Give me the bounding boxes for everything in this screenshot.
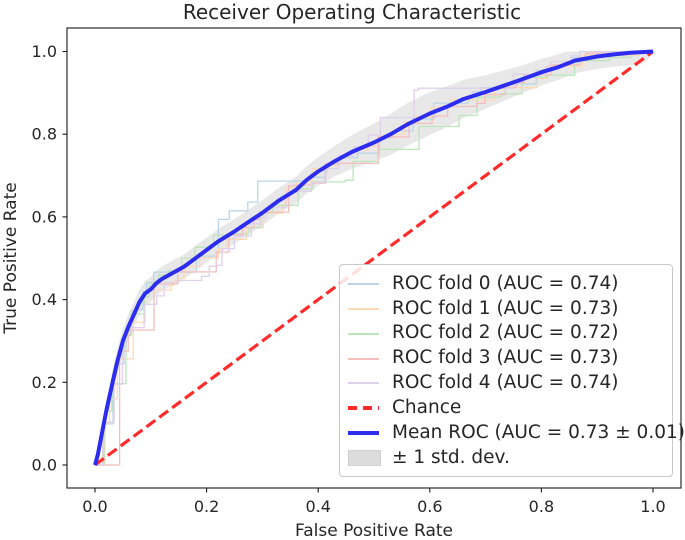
legend-swatch-line-icon xyxy=(348,357,379,360)
legend-swatch-line-icon xyxy=(348,307,379,310)
legend-entry: ± 1 std. dev. xyxy=(348,446,664,470)
legend-entry: Mean ROC (AUC = 0.73 ± 0.01) xyxy=(348,421,685,445)
y-tick-label: 0.0 xyxy=(32,456,57,475)
chance-diagonal xyxy=(94,50,654,467)
y-tick-label: 0.6 xyxy=(32,207,57,226)
legend-entry: Chance xyxy=(348,396,664,420)
x-tick-label: 0.4 xyxy=(305,497,330,516)
roc-fold-1-curve xyxy=(95,50,653,466)
chance-line xyxy=(94,50,654,467)
legend-entry-label: ROC fold 2 (AUC = 0.72) xyxy=(392,322,619,344)
roc-fold-4-curve xyxy=(95,50,653,466)
legend-entry: ROC fold 1 (AUC = 0.73) xyxy=(348,297,664,321)
legend-entry: ROC fold 0 (AUC = 0.74) xyxy=(348,272,664,296)
y-tick-label: 0.8 xyxy=(32,125,57,144)
y-axis-label: True Positive Rate xyxy=(1,182,21,334)
legend-swatch-dashed-line-icon xyxy=(348,406,379,410)
x-tick-label: 0.0 xyxy=(82,497,107,516)
legend-swatch-line-icon xyxy=(348,382,379,385)
legend-entry-label: ROC fold 3 (AUC = 0.73) xyxy=(392,347,619,369)
legend-swatch-line-icon xyxy=(348,332,379,335)
legend-entry: ROC fold 2 (AUC = 0.72) xyxy=(348,322,664,346)
x-axis-ticks: 0.0 0.2 0.4 0.6 0.8 1.0 xyxy=(82,488,666,516)
y-tick-label: 1.0 xyxy=(32,42,57,61)
legend-entry-label: ROC fold 1 (AUC = 0.73) xyxy=(392,297,619,319)
legend-entry: ROC fold 3 (AUC = 0.73) xyxy=(348,347,664,371)
legend-entry: ROC fold 4 (AUC = 0.74) xyxy=(348,371,664,395)
y-axis-ticks: 0.0 0.2 0.4 0.6 0.8 1.0 xyxy=(32,42,67,475)
legend: ROC fold 0 (AUC = 0.74) ROC fold 1 (AUC =… xyxy=(339,264,685,477)
mean-roc-curve xyxy=(93,49,654,466)
x-tick-label: 0.2 xyxy=(194,497,219,516)
legend-entry-label: Chance xyxy=(392,396,462,418)
legend-entry-label: ± 1 std. dev. xyxy=(392,446,510,468)
y-tick-label: 0.2 xyxy=(32,373,57,392)
x-tick-label: 0.8 xyxy=(529,497,554,516)
mean-roc-line xyxy=(93,49,654,466)
legend-swatch-patch-icon xyxy=(348,449,381,466)
legend-entry-label: Mean ROC (AUC = 0.73 ± 0.01) xyxy=(392,421,685,443)
x-axis-label: False Positive Rate xyxy=(295,521,453,540)
x-tick-label: 0.6 xyxy=(417,497,442,516)
chart-title: Receiver Operating Characteristic xyxy=(183,0,521,24)
axes-spines xyxy=(66,27,682,489)
legend-entry-label: ROC fold 0 (AUC = 0.74) xyxy=(392,272,619,294)
legend-entry-label: ROC fold 4 (AUC = 0.74) xyxy=(392,372,619,394)
legend-swatch-line-icon xyxy=(348,283,379,285)
legend-swatch-line-icon xyxy=(348,431,379,436)
y-tick-label: 0.4 xyxy=(32,290,57,309)
x-tick-label: 1.0 xyxy=(640,497,665,516)
